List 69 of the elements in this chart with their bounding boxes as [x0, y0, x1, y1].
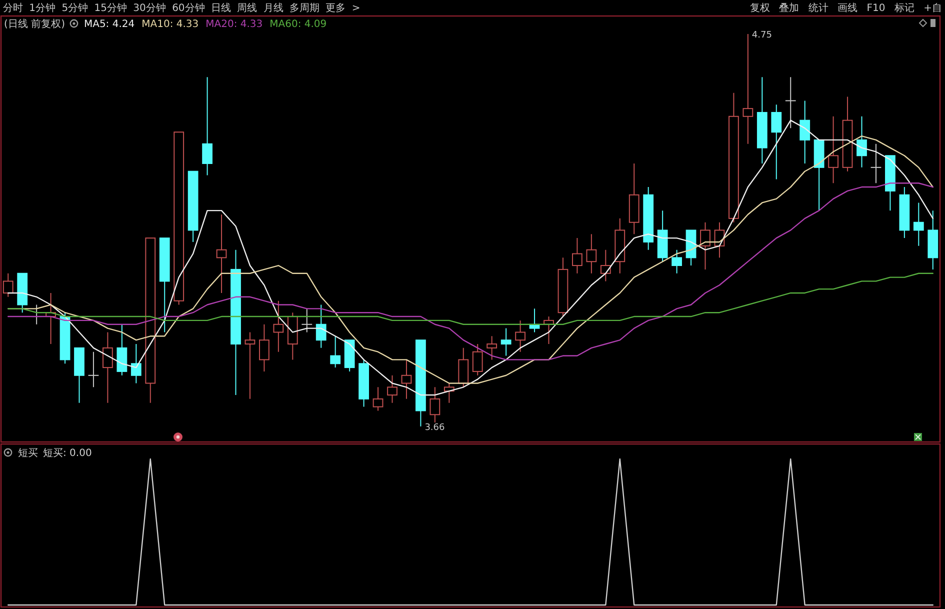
candlestick [130, 343, 142, 384]
candlestick [159, 238, 170, 333]
candlestick [856, 116, 867, 168]
candlestick [714, 222, 725, 258]
candlestick [728, 92, 739, 223]
candlestick [372, 386, 384, 412]
candlestick [416, 340, 426, 427]
candlestick [785, 76, 796, 129]
annotation: 3.66 [424, 422, 446, 433]
candlestick [515, 320, 526, 352]
candlestick [444, 382, 454, 404]
candlestick [586, 234, 597, 274]
text: 短买: 0.00 [43, 448, 92, 459]
candlestick [756, 76, 768, 164]
candlestick [700, 222, 710, 270]
candlestick [870, 143, 882, 184]
candlestick [358, 359, 369, 408]
candlestick [913, 202, 924, 246]
candlestick [46, 292, 56, 344]
candlestick [401, 359, 412, 400]
candlestick [430, 386, 440, 423]
candlestick [558, 257, 568, 318]
text: 分时 1分钟 5分钟 15分钟 30分钟 60分钟 日线 周线 月线 多周期 更多 > [3, 2, 360, 14]
text: MA20: 4.33 [206, 19, 263, 30]
candlestick [928, 210, 938, 270]
candlestick [287, 312, 298, 360]
candlestick [102, 332, 113, 404]
candlestick [742, 34, 754, 144]
candlestick [472, 343, 483, 376]
candlestick [74, 347, 84, 404]
candlestick [842, 96, 853, 172]
candlestick [614, 218, 626, 274]
chart-title: (日线 前复权) [4, 18, 66, 30]
candlestick [600, 249, 611, 282]
candlestick [628, 162, 640, 235]
candlestick [116, 324, 128, 376]
candlestick [273, 300, 284, 352]
text: 复权 叠加 统计 画线 F10 标记 +自 [750, 2, 942, 14]
candlestick [387, 374, 398, 404]
candlestick [771, 104, 782, 180]
candlestick [2, 272, 14, 298]
candlestick [145, 238, 156, 404]
candlestick [259, 324, 270, 372]
candlestick [244, 332, 256, 400]
chart-title: 短买 [18, 448, 38, 459]
candlestick [330, 336, 341, 368]
candlestick [899, 186, 910, 239]
candlestick [672, 249, 682, 274]
candlestick [643, 186, 654, 250]
candlestick [230, 249, 241, 396]
candlestick [88, 351, 99, 388]
annotation: 4.75 [752, 30, 772, 40]
text: MA60: 4.09 [270, 19, 327, 30]
candlestick [486, 336, 498, 360]
candlestick [500, 328, 512, 356]
candlestick [800, 100, 810, 164]
candlestick [316, 304, 326, 348]
candlestick [458, 347, 469, 388]
candlestick [572, 238, 582, 274]
candlestick [885, 155, 896, 212]
text: MA5: 4.24 [84, 19, 135, 30]
text: MA10: 4.33 [142, 19, 199, 30]
candlestick [828, 116, 838, 184]
candlestick [302, 308, 312, 333]
candlestick [202, 76, 212, 176]
candlestick [814, 139, 824, 212]
candlestick [657, 210, 668, 262]
candlestick [216, 214, 227, 294]
candlestick [544, 316, 554, 344]
